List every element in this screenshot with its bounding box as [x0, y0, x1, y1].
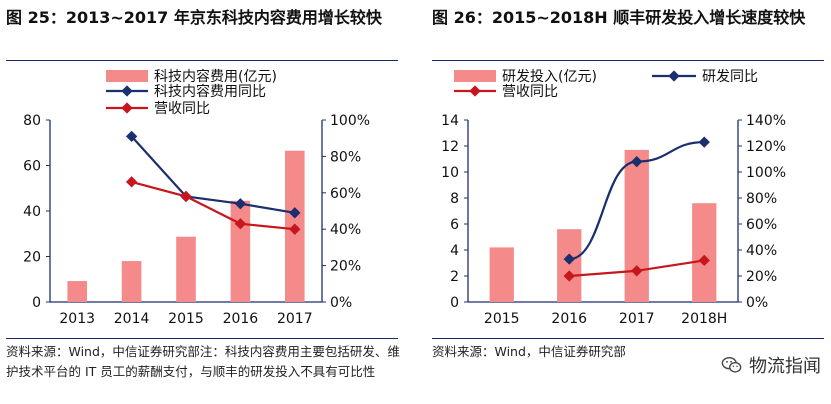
right-figure-title: 图 26：2015~2018H 顺丰研发投入增长速度较快 [432, 8, 806, 27]
right-tick-label: 0% [330, 295, 352, 311]
legend-swatch-bar [106, 70, 148, 82]
right-tick-label: 60% [330, 186, 361, 202]
left-tick-label: 20 [23, 250, 41, 266]
left-top-rule [6, 60, 398, 61]
right-tick-label: 40% [330, 222, 361, 238]
left-tick-label: 12 [441, 139, 459, 155]
right-tick-label: 40% [746, 243, 777, 259]
left-bottom-rule [6, 338, 398, 339]
series-marker [125, 176, 138, 188]
right-tick-label: 100% [330, 113, 370, 129]
legend-label: 营收同比 [502, 84, 558, 100]
series-marker [698, 136, 710, 148]
right-tick-label: 100% [746, 165, 786, 181]
right-top-rule [432, 60, 824, 61]
series-line [131, 180, 295, 231]
legend-swatch-bar [454, 70, 496, 82]
series-marker [698, 254, 710, 267]
legend-label: 研发同比 [702, 69, 758, 85]
legend-swatch-marker [121, 85, 133, 97]
x-tick-label: 2017 [619, 311, 655, 327]
left-tick-label: 6 [450, 217, 459, 233]
series-marker [234, 198, 247, 210]
left-tick-label: 60 [23, 159, 41, 175]
x-tick-label: 2016 [551, 311, 587, 327]
left-tick-label: 4 [450, 243, 459, 259]
right-source-note: 资料来源：Wind，中信证券研究部 [432, 344, 626, 359]
left-tick-label: 8 [450, 191, 459, 207]
legend-swatch-marker [121, 102, 133, 114]
series-marker [180, 190, 192, 203]
legend-swatch-marker [469, 85, 481, 97]
x-tick-label: 2016 [223, 311, 259, 327]
legend-label: 科技内容费用(亿元) [154, 68, 277, 85]
right-tick-label: 60% [746, 217, 777, 233]
bar [557, 229, 582, 302]
x-tick-label: 2018H [681, 311, 727, 327]
right-tick-label: 80% [746, 191, 777, 207]
bar [121, 261, 142, 302]
left-chart-panel: 图 25：2013~2017 年京东科技内容费用增长较快 0 20 40 60 80 0%… [6, 0, 406, 404]
bar [176, 236, 196, 302]
bar [230, 200, 251, 302]
x-tick-label: 2013 [59, 311, 95, 327]
left-tick-label: 10 [441, 165, 459, 181]
right-bottom-rule [432, 338, 824, 339]
series-marker [631, 265, 643, 277]
x-tick-label: 2017 [277, 311, 313, 327]
legend-label: 营收同比 [154, 101, 210, 117]
right-chart-panel: 图 26：2015~2018H 顺丰研发投入增长速度较快 0 2 4 6 8 10 12 14… [432, 0, 831, 404]
series-marker [289, 223, 301, 235]
right-tick-label: 80% [330, 149, 361, 165]
right-tick-label: 20% [330, 259, 361, 275]
bar [624, 149, 649, 302]
right-tick-label: 140% [746, 113, 786, 129]
legend-swatch-marker [668, 70, 680, 82]
left-source-note: 资料来源：Wind，中信证券研究部注：科技内容费用主要包括研发、维护技术平台的 … [6, 344, 400, 379]
bar [67, 281, 87, 302]
series-marker [631, 155, 643, 168]
series-marker [234, 218, 247, 230]
right-chart: 024681012140%20%40%60%80%100%120%140%201… [441, 69, 786, 327]
bar [489, 247, 514, 302]
left-tick-label: 14 [441, 113, 459, 129]
x-tick-label: 2014 [114, 311, 150, 327]
legend-label: 科技内容费用同比 [154, 83, 266, 100]
left-tick-label: 80 [23, 113, 41, 129]
right-tick-label: 20% [746, 269, 777, 285]
left-figure-title: 图 25：2013~2017 年京东科技内容费用增长较快 [6, 8, 382, 27]
series-line [130, 135, 295, 214]
left-tick-label: 0 [450, 295, 459, 311]
watermark-text: 物流指闻 [749, 356, 821, 377]
series-marker [125, 130, 138, 143]
left-tick-label: 0 [32, 295, 41, 311]
watermark: 物流指闻 [721, 352, 821, 378]
x-tick-label: 2015 [484, 311, 520, 327]
left-tick-label: 40 [23, 204, 41, 220]
legend-label: 研发投入(亿元) [502, 69, 597, 85]
left-chart: 0 20 40 60 80 0% 20% 40% 60% 80% 100% 2013 2014 2015 2… [23, 68, 370, 327]
series-marker [563, 253, 575, 265]
x-tick-label: 2015 [168, 311, 204, 327]
right-tick-label: 120% [746, 139, 786, 155]
right-tick-label: 0% [746, 295, 768, 311]
bar [692, 203, 717, 302]
wechat-icon [721, 356, 742, 373]
left-tick-label: 2 [450, 269, 459, 285]
series-marker [563, 270, 575, 282]
series-marker [289, 207, 301, 219]
